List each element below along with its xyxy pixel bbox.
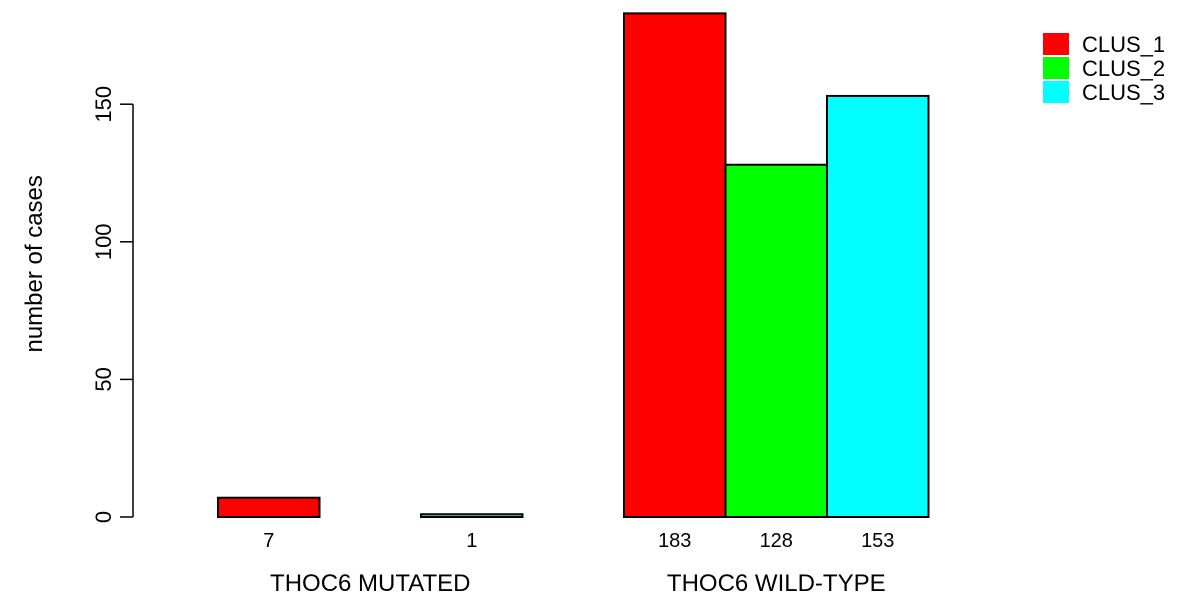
group-labels: THOC6 MUTATED THOC6 WILD-TYPE — [270, 570, 886, 597]
legend-swatch — [1043, 81, 1069, 103]
data-label: 7 — [263, 530, 274, 552]
y-tick-label: 100 — [91, 223, 116, 260]
y-tick-label: 150 — [91, 86, 116, 123]
bar-clus-3 — [826, 94, 930, 518]
data-label: 128 — [760, 530, 793, 552]
bars — [217, 12, 930, 519]
group-label: THOC6 WILD-TYPE — [667, 570, 886, 597]
bar-clus-1 — [217, 496, 321, 518]
legend-swatch — [1043, 57, 1069, 79]
legend-label: CLUS_2 — [1082, 56, 1165, 81]
data-labels: 7 1 183 128 153 — [263, 530, 894, 552]
bar-clus-3 — [420, 513, 524, 518]
legend-swatch — [1043, 33, 1069, 55]
legend-label: CLUS_3 — [1082, 80, 1165, 105]
bar-clus-2 — [724, 163, 828, 519]
y-axis-title: number of cases — [21, 175, 48, 352]
y-axis: 0 50 100 150 — [91, 86, 134, 523]
data-label: 153 — [861, 530, 894, 552]
y-tick-label: 0 — [91, 511, 116, 523]
data-label: 183 — [658, 530, 691, 552]
legend-label: CLUS_1 — [1082, 32, 1165, 57]
y-tick-label: 50 — [91, 367, 116, 391]
bar-clus-1 — [623, 12, 727, 518]
data-label: 1 — [466, 530, 477, 552]
group-label: THOC6 MUTATED — [270, 570, 470, 597]
